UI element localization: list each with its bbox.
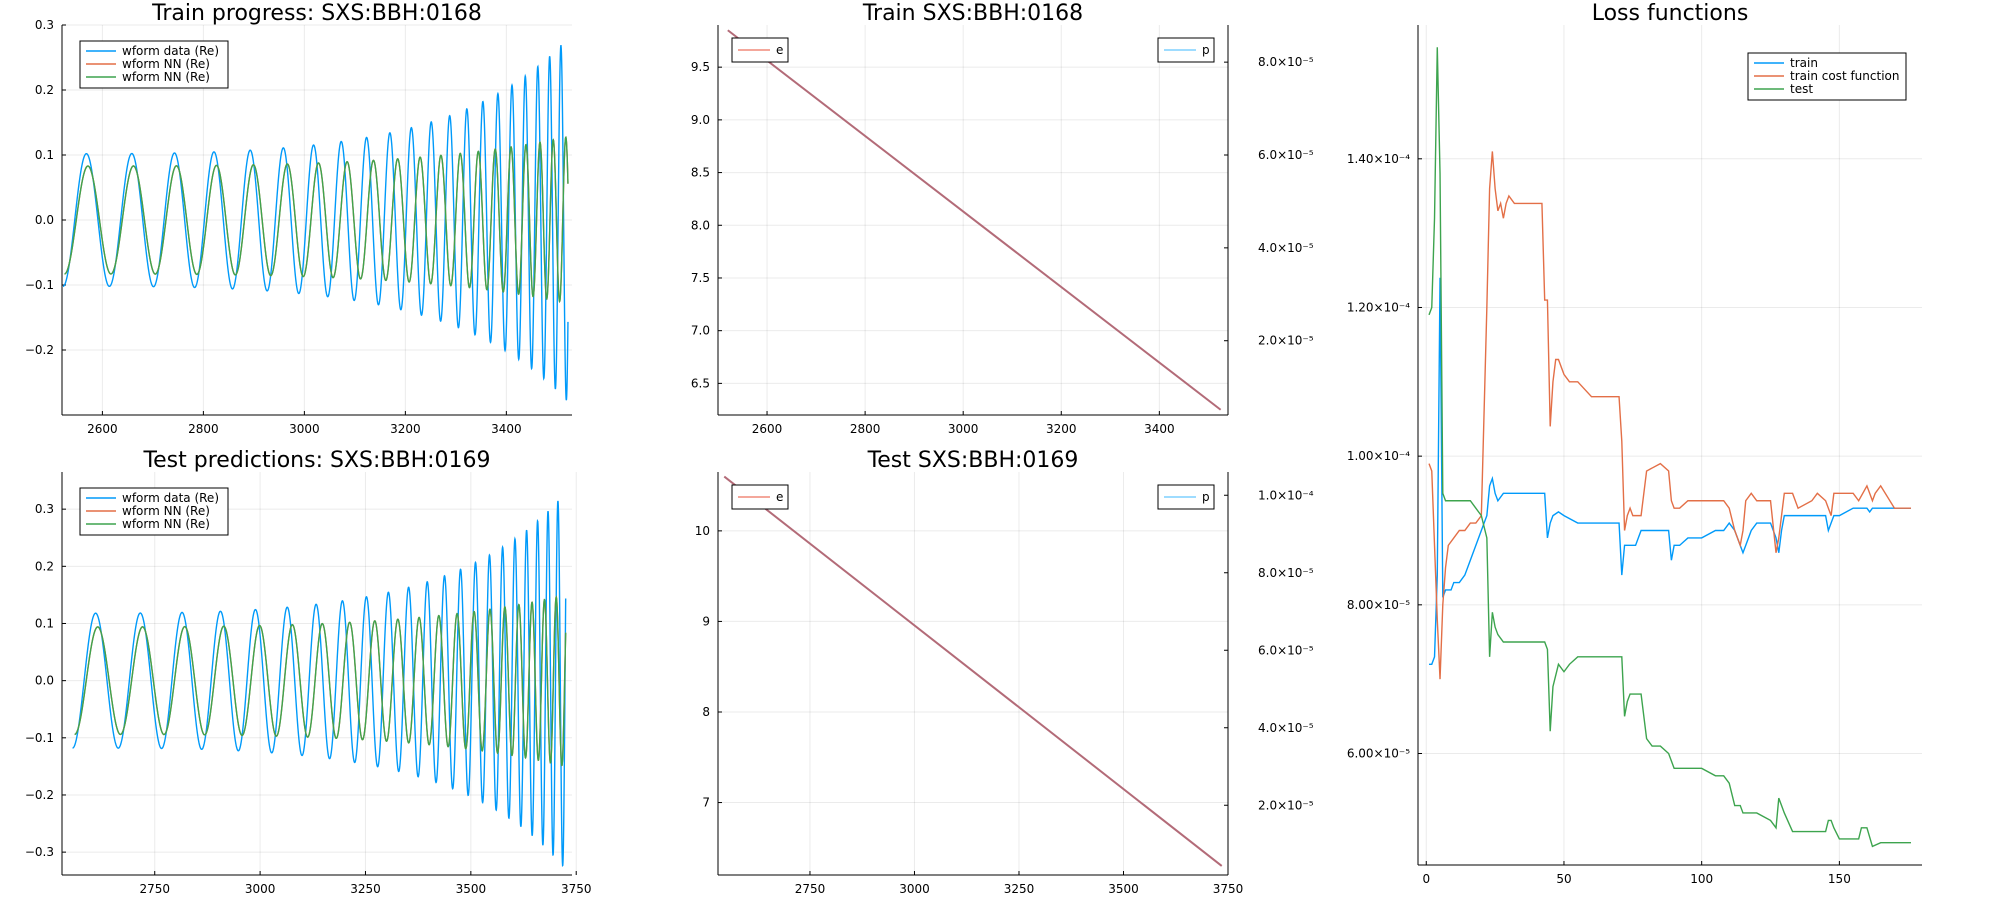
legend-label: wform NN (Re) — [122, 70, 210, 84]
y-tick-label: 1.40×10⁻⁴ — [1347, 152, 1410, 166]
y-tick-label: 7.0 — [691, 324, 710, 338]
y-tick-label: −0.1 — [25, 731, 54, 745]
legend-label: wform NN (Re) — [122, 517, 210, 531]
legend-label: e — [776, 490, 783, 504]
x-tick-label: 2750 — [795, 882, 826, 896]
y2-tick-label: 6.0×10⁻⁵ — [1258, 643, 1314, 657]
legend-label: train cost function — [1790, 69, 1899, 83]
x-tick-label: 3250 — [350, 882, 381, 896]
x-tick-label: 3200 — [1046, 422, 1077, 436]
y-tick-label: 9 — [702, 614, 710, 628]
legend-label: p — [1202, 490, 1210, 504]
y-tick-label: 0.0 — [35, 213, 54, 227]
x-tick-label: 3400 — [491, 422, 522, 436]
y2-tick-label: 6.0×10⁻⁵ — [1258, 148, 1314, 162]
chart-test_params: 2750 3000 3250 3500 3750 7 8 9 10 2.0×10⁻⁵ 4.0×10⁻… — [695, 448, 1314, 896]
y-tick-label: 0.0 — [35, 674, 54, 688]
x-tick-label: 3500 — [456, 882, 487, 896]
x-tick-label: 3250 — [1004, 882, 1035, 896]
y-tick-label: 0.3 — [35, 502, 54, 516]
y-tick-label: 9.0 — [691, 113, 710, 127]
x-tick-label: 2600 — [87, 422, 118, 436]
y2-tick-label: 1.0×10⁻⁴ — [1258, 488, 1314, 502]
y2-tick-label: 8.0×10⁻⁵ — [1258, 566, 1314, 580]
y2-tick-label: 4.0×10⁻⁵ — [1258, 721, 1314, 735]
x-tick-label: 3000 — [899, 882, 930, 896]
chart-train_progress: 2600 2800 3000 3200 3400 −0.2 −0.1 0.0 0.1 0.2 0.3… — [25, 1, 572, 436]
x-tick-label: 3000 — [245, 882, 276, 896]
chart-title: Train SXS:BBH:0168 — [862, 1, 1083, 26]
x-tick-label: 2750 — [139, 882, 170, 896]
x-tick-label: 3750 — [1213, 882, 1244, 896]
x-tick-label: 3000 — [289, 422, 320, 436]
chart-train_params: 2600 2800 3000 3200 3400 6.5 7.0 7.5 8.0 8.5 9.0 9.… — [691, 1, 1314, 436]
y-tick-label: 9.5 — [691, 60, 710, 74]
y-tick-label: −0.3 — [25, 845, 54, 859]
legend-label: train — [1790, 56, 1818, 70]
legend-label: wform data (Re) — [122, 491, 219, 505]
y2-tick-label: 8.0×10⁻⁵ — [1258, 55, 1314, 69]
y-tick-label: 10 — [695, 524, 710, 538]
legend-label: wform NN (Re) — [122, 57, 210, 71]
series-line-wform-data-re- — [72, 500, 567, 868]
x-tick-label: 3400 — [1144, 422, 1175, 436]
y-tick-label: 6.00×10⁻⁵ — [1347, 746, 1410, 760]
x-tick-label: 3750 — [561, 882, 592, 896]
chart-test_predictions: 2750 3000 3250 3500 3750 −0.3 −0.2 −0.1 0.0 0.1 0.… — [25, 448, 592, 896]
series-line-e — [723, 475, 1223, 867]
x-tick-label: 3500 — [1108, 882, 1139, 896]
chart-title: Loss functions — [1592, 1, 1749, 26]
x-tick-label: 150 — [1828, 872, 1851, 886]
y-tick-label: 7.5 — [691, 271, 710, 285]
y-tick-label: 8 — [702, 705, 710, 719]
y-tick-label: 8.5 — [691, 166, 710, 180]
chart-title: Test SXS:BBH:0169 — [867, 448, 1079, 473]
series-line-train-cost-function — [1428, 151, 1911, 680]
x-tick-label: 50 — [1556, 872, 1571, 886]
series-line-wform-nn-re- — [64, 135, 569, 303]
y2-tick-label: 2.0×10⁻⁵ — [1258, 798, 1314, 812]
y-tick-label: 1.00×10⁻⁴ — [1347, 449, 1410, 463]
series-line-wform-data-re- — [62, 44, 569, 401]
x-tick-label: 2600 — [752, 422, 783, 436]
x-tick-label: 2800 — [188, 422, 219, 436]
y-tick-label: 0.3 — [35, 18, 54, 32]
y-tick-label: −0.2 — [25, 788, 54, 802]
y-tick-label: 8.00×10⁻⁵ — [1347, 598, 1410, 612]
series-line-wform-nn-re- — [74, 595, 567, 767]
x-tick-label: 0 — [1422, 872, 1430, 886]
series-line-test — [1428, 47, 1911, 848]
y-tick-label: 8.0 — [691, 218, 710, 232]
y2-tick-label: 4.0×10⁻⁵ — [1258, 241, 1314, 255]
y-tick-label: 0.1 — [35, 616, 54, 630]
y-tick-label: 0.1 — [35, 148, 54, 162]
chart-title: Test predictions: SXS:BBH:0169 — [142, 448, 490, 473]
chart-loss_functions: 0 50 100 150 6.00×10⁻⁵ 8.00×10⁻⁵ 1.00×10⁻⁴ 1.20… — [1347, 1, 1922, 886]
y-tick-label: 0.2 — [35, 83, 54, 97]
y-tick-label: −0.2 — [25, 343, 54, 357]
legend-label: wform data (Re) — [122, 44, 219, 58]
x-tick-label: 2800 — [850, 422, 881, 436]
y-tick-label: −0.1 — [25, 278, 54, 292]
legend-label: test — [1790, 82, 1813, 96]
series-line-e — [727, 29, 1222, 411]
legend-label: wform NN (Re) — [122, 504, 210, 518]
y-tick-label: 1.20×10⁻⁴ — [1347, 300, 1410, 314]
x-tick-label: 3200 — [390, 422, 421, 436]
x-tick-label: 3000 — [948, 422, 979, 436]
legend-label: e — [776, 43, 783, 57]
chart-title: Train progress: SXS:BBH:0168 — [151, 1, 482, 26]
y-tick-label: 6.5 — [691, 376, 710, 390]
x-tick-label: 100 — [1690, 872, 1713, 886]
y-tick-label: 7 — [702, 796, 710, 810]
series-line-train — [1429, 277, 1911, 665]
y2-tick-label: 2.0×10⁻⁵ — [1258, 334, 1314, 348]
y-tick-label: 0.2 — [35, 559, 54, 573]
legend-label: p — [1202, 43, 1210, 57]
